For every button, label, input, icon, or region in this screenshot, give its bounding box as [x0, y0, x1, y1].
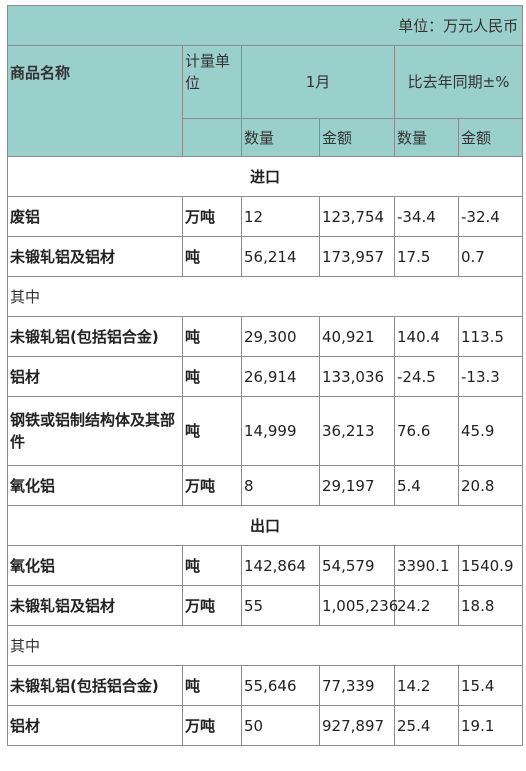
cell-qty-pct: 25.4: [394, 705, 459, 746]
cell-qty-pct: 5.4: [394, 465, 459, 506]
cell-qty: 50: [241, 705, 320, 746]
cell-unit: 万吨: [182, 465, 242, 506]
section-row: 出口: [6, 505, 524, 546]
header-unit-blank: [182, 118, 242, 157]
section-title: 出口: [6, 505, 524, 546]
table-row: 未锻轧铝及铝材 万吨 55 1,005,236 24.2 18.8: [7, 585, 524, 626]
header-period: 1月: [241, 45, 395, 119]
cell-qty: 14,999: [241, 396, 320, 466]
cell-amt: 1,005,236: [319, 585, 398, 626]
cell-qty-pct: -34.4: [394, 196, 459, 237]
cell-qty: 12: [241, 196, 320, 237]
table-row: 铝材 万吨 50 927,897 25.4 19.1: [7, 705, 524, 746]
header-row-2: 数量 金额 数量 金额: [8, 118, 524, 157]
cell-amt: 36,213: [319, 396, 395, 466]
header-row-1: 商品名称 计量单位 1月 比去年同期±%: [7, 45, 524, 157]
table-row: 氧化铝吨 142,864 54,579 3390.1 1540.9: [7, 545, 524, 586]
cell-name: 未锻轧铝(包括铝合金): [7, 665, 183, 706]
cell-amt-pct: 15.4: [457, 665, 524, 706]
section-row: 进口: [6, 156, 524, 197]
subhead-label: 其中: [6, 625, 524, 666]
cell-amt-pct: 20.8: [457, 465, 524, 506]
cell-qty-pct: 24.2: [394, 585, 459, 626]
cell-qty: 55,646: [241, 665, 320, 706]
cell-qty: 26,914: [241, 356, 320, 397]
cell-qty-pct: 17.5: [394, 236, 459, 277]
cell-qty: 29,300: [241, 316, 320, 357]
cell-qty: 8: [241, 465, 320, 506]
header-amt-pct: 金额: [457, 118, 524, 157]
cell-qty-pct: 140.4: [394, 316, 459, 357]
cell-name: 废铝: [7, 196, 183, 237]
cell-qty-pct: 3390.1: [394, 545, 459, 586]
cell-amt: 123,754: [319, 196, 395, 237]
cell-amt-pct: 1540.9: [457, 545, 524, 586]
cell-amt-pct: 0.7: [457, 236, 524, 277]
subhead-row: 其中: [6, 625, 524, 666]
table-row: 铝材吨 26,914 133,036 -24.5 -13.3: [7, 356, 524, 397]
trade-table: 单位：万元人民币 商品名称 计量单位 1月 比去年同期±% 数量 金额 数量 金…: [6, 5, 524, 746]
cell-amt-pct: 113.5: [457, 316, 524, 357]
cell-qty: 142,864: [241, 545, 320, 586]
subhead-label: 其中: [6, 276, 524, 317]
cell-amt: 40,921: [319, 316, 395, 357]
table-row: 氧化铝 万吨 8 29,197 5.4 20.8: [7, 465, 524, 506]
cell-amt: 29,197: [319, 465, 395, 506]
cell-unit: 万吨: [182, 196, 242, 237]
header-qty: 数量: [241, 118, 320, 157]
cell-unit: 吨: [182, 316, 242, 357]
cell-amt-pct: 45.9: [457, 396, 524, 466]
table-row: 钢铁或铝制结构体及其部件吨 14,999 36,213 76.6 45.9: [7, 396, 524, 466]
cell-amt-pct: 19.1: [457, 705, 524, 746]
cell-unit: 吨: [182, 396, 242, 466]
cell-amt-pct: -13.3: [457, 356, 524, 397]
table-row: 未锻轧铝(包括铝合金) 吨 29,300 40,921 140.4 113.5: [7, 316, 524, 357]
cell-amt: 173,957: [319, 236, 395, 277]
cell-name: 氧化铝: [7, 465, 183, 506]
header-qty-pct: 数量: [394, 118, 459, 157]
cell-amt: 133,036: [319, 356, 395, 397]
cell-name: 未锻轧铝及铝材: [7, 585, 183, 626]
cell-qty-pct: 76.6: [394, 396, 459, 466]
cell-unit: 万吨: [182, 705, 242, 746]
table-row: 未锻轧铝(包括铝合金) 吨 55,646 77,339 14.2 15.4: [7, 665, 524, 706]
cell-amt-pct: 18.8: [457, 585, 524, 626]
table-row: 未锻轧铝及铝材吨 56,214 173,957 17.5 0.7: [7, 236, 524, 277]
cell-qty: 56,214: [241, 236, 320, 277]
cell-amt: 927,897: [319, 705, 395, 746]
unit-label: 单位：万元人民币: [6, 5, 524, 46]
cell-qty-pct: 14.2: [394, 665, 459, 706]
header-unit: 计量单位: [182, 45, 242, 119]
subhead-row: 其中: [6, 276, 524, 317]
cell-name: 铝材: [7, 356, 183, 397]
section-title: 进口: [6, 156, 524, 197]
header-product-name: 商品名称: [7, 45, 183, 157]
cell-name: 氧化铝: [7, 545, 183, 586]
cell-name: 未锻轧铝及铝材: [7, 236, 183, 277]
cell-name: 未锻轧铝(包括铝合金): [7, 316, 183, 357]
header-yoy: 比去年同期±%: [393, 45, 524, 119]
table-row: 废铝 万吨 12 123,754 -34.4 -32.4: [7, 196, 524, 237]
cell-name: 钢铁或铝制结构体及其部件: [7, 396, 183, 466]
cell-unit: 吨: [182, 236, 242, 277]
cell-unit: 万吨: [182, 585, 242, 626]
cell-amt: 77,339: [319, 665, 395, 706]
header-amt: 金额: [319, 118, 395, 157]
cell-amt-pct: -32.4: [457, 196, 524, 237]
cell-amt: 54,579: [319, 545, 395, 586]
unit-row: 单位：万元人民币: [6, 5, 524, 46]
cell-qty: 55: [241, 585, 320, 626]
cell-unit: 吨: [182, 356, 242, 397]
cell-unit: 吨: [182, 545, 242, 586]
cell-name: 铝材: [7, 705, 183, 746]
cell-unit: 吨: [182, 665, 242, 706]
cell-qty-pct: -24.5: [394, 356, 459, 397]
